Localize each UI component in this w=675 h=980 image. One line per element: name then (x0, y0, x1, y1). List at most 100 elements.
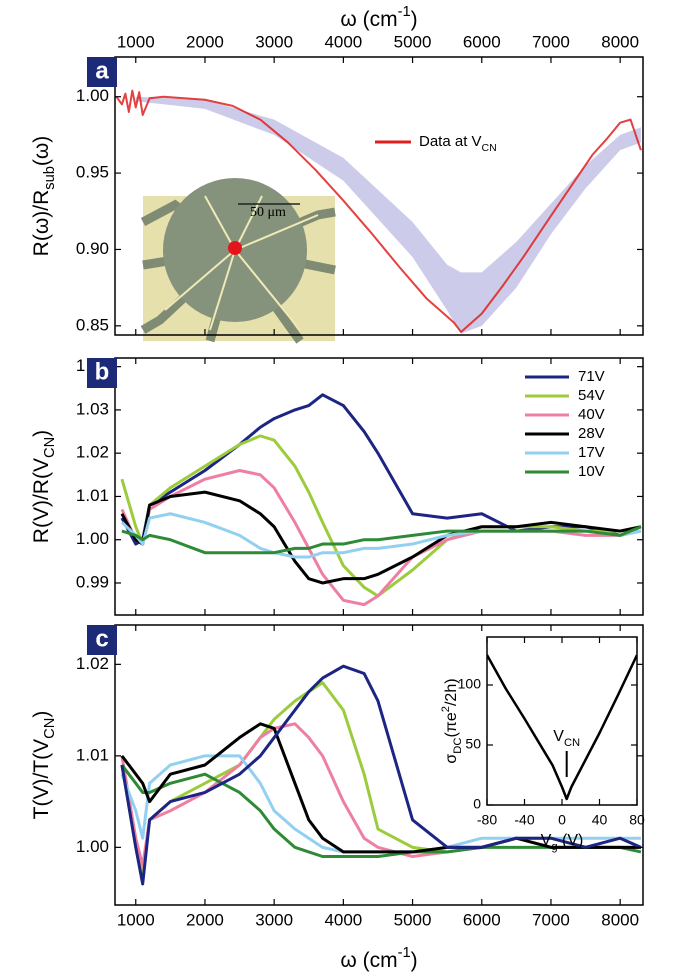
text-part: (πe (443, 712, 460, 737)
measurement-spot (228, 241, 242, 255)
y-tick-label: 0.90 (76, 239, 109, 258)
micrograph-inset: 50 μm (140, 178, 336, 344)
x-tick-label: 7000 (532, 32, 570, 51)
text-part: 71V (578, 368, 605, 385)
x-axis-label: Vg (V) (541, 832, 584, 853)
x-tick-label: -40 (514, 812, 534, 828)
x-tick-label: 2000 (186, 910, 224, 929)
text-part: 10V (578, 463, 605, 480)
y-tick-label: 0.99 (76, 572, 109, 591)
y-tick-label: 0 (473, 796, 481, 812)
plot-frame (114, 56, 644, 336)
x-tick-label: 3000 (255, 32, 293, 51)
text-part: ) (411, 949, 418, 972)
x-tick-label: 5000 (394, 32, 432, 51)
legend-label: 40V (578, 406, 605, 423)
y-tick-label: 1.00 (76, 529, 109, 548)
y-axis-label: R(V)/R(VCN) (30, 430, 58, 543)
x-tick-label: 8000 (601, 32, 639, 51)
text-part: T(V)/T(V (30, 739, 53, 819)
legend-label: 17V (578, 444, 605, 461)
y-tick-label: 1.00 (76, 86, 109, 105)
y-tick-label: 1.00 (76, 837, 109, 856)
data-line (487, 654, 637, 801)
y-tick-label: 0.95 (76, 163, 109, 182)
y-tick-label: 50 (465, 736, 481, 752)
text-part: DC (452, 738, 464, 754)
text-part: (ω) (30, 136, 53, 166)
text-part: σ (443, 754, 460, 764)
text-part: V (541, 832, 552, 849)
x-axis-label: ω (cm-1) (340, 945, 417, 972)
y-axis-label: T(V)/T(VCN) (30, 711, 58, 820)
legend-label: 54V (578, 387, 605, 404)
y-tick-label: 0.85 (76, 315, 109, 334)
text-part: Data at V (419, 133, 482, 150)
text-part: CN (42, 437, 58, 458)
scale-bar-label: 50 μm (250, 205, 286, 220)
text-part: R(V)/R(V (30, 458, 53, 543)
panel-badge (87, 358, 117, 388)
text-part: /2h) (443, 678, 460, 706)
x-tick-label: 6000 (463, 32, 501, 51)
plot-frame (114, 357, 644, 616)
text-part: CN (482, 142, 497, 154)
panel-label: c (95, 625, 108, 652)
x-tick-label: 8000 (601, 910, 639, 929)
y-axis-label: R(ω)/Rsub(ω) (30, 136, 58, 257)
text-part: V (553, 728, 564, 745)
legend-label: 10V (578, 463, 605, 480)
x-tick-label: 1000 (117, 32, 155, 51)
text-part: -1 (398, 4, 411, 20)
text-part: 40V (578, 406, 605, 423)
data-line (120, 722, 641, 854)
panel-badge (87, 57, 117, 87)
text-part: ) (30, 430, 53, 437)
x-tick-label: 2000 (186, 32, 224, 51)
x-tick-label: 5000 (394, 910, 432, 929)
data-line (120, 664, 642, 886)
x-tick-label: 80 (629, 812, 645, 828)
x-axis-label: ω (cm-1) (340, 4, 417, 31)
data-line (120, 764, 642, 859)
text-part: g (551, 841, 557, 853)
y-tick-label: 100 (458, 676, 482, 692)
x-tick-label: 6000 (463, 910, 501, 929)
x-tick-label: -80 (477, 812, 497, 828)
text-part: 2 (440, 706, 452, 712)
data-line (115, 89, 642, 333)
y-tick-label: 1.01 (76, 745, 109, 764)
contacts (164, 195, 319, 331)
text-part: sub (42, 166, 58, 190)
y-axis-label: σDC(πe2/2h) (440, 678, 464, 763)
x-tick-label: 7000 (532, 910, 570, 929)
legend-label: 71V (578, 368, 605, 385)
x-tick-label: 4000 (324, 910, 362, 929)
y-tick-label: 1.02 (76, 443, 109, 462)
text-part: ω (cm (340, 8, 397, 31)
text-part: ) (411, 8, 418, 31)
x-tick-label: 0 (558, 812, 566, 828)
y-tick-label: 1.01 (76, 486, 109, 505)
text-part: ) (30, 711, 53, 718)
text-part: CN (42, 718, 58, 739)
panel-label: a (95, 57, 109, 84)
text-part: (V) (558, 832, 584, 849)
y-tick-label: 1.03 (76, 399, 109, 418)
panel-badge (87, 625, 117, 655)
x-tick-label: 3000 (255, 910, 293, 929)
x-tick-label: 40 (592, 812, 608, 828)
legend-label: 28V (578, 425, 605, 442)
text-part: 17V (578, 444, 605, 461)
text-part: R(ω)/R (30, 190, 53, 257)
y-tick-label: 1.02 (76, 654, 109, 673)
data-line (120, 490, 642, 585)
band (135, 96, 641, 334)
text-part: ω (cm (340, 949, 397, 972)
text-part: 54V (578, 387, 605, 404)
x-tick-label: 4000 (324, 32, 362, 51)
text-part: -1 (398, 945, 411, 961)
plot-frame (114, 624, 644, 906)
x-tick-label: 1000 (117, 910, 155, 929)
